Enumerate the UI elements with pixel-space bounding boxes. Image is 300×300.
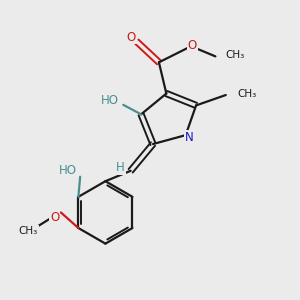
Text: O: O [127,31,136,44]
Text: H: H [116,161,125,174]
Text: CH₃: CH₃ [226,50,245,60]
Text: CH₃: CH₃ [19,226,38,236]
Text: CH₃: CH₃ [237,88,256,98]
Text: O: O [50,211,59,224]
Text: N: N [185,131,194,144]
Text: O: O [188,39,197,52]
Text: HO: HO [59,164,77,177]
Text: HO: HO [101,94,119,107]
